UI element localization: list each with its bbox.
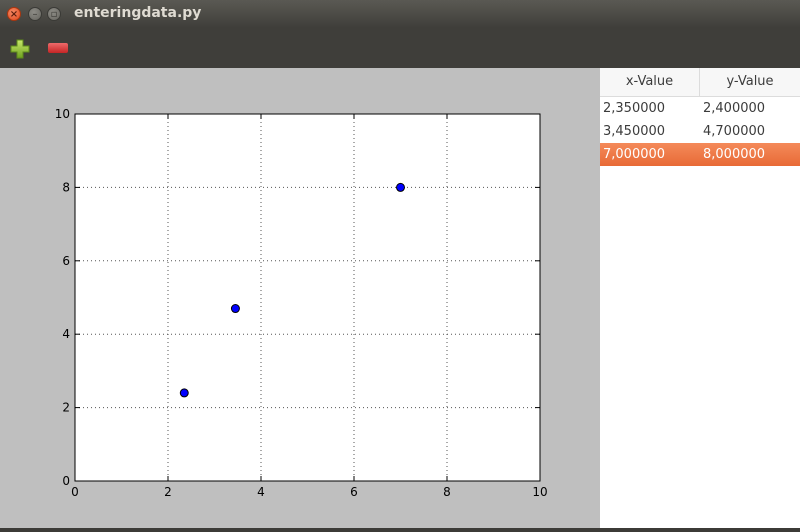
column-header-x[interactable]: x-Value xyxy=(600,68,700,96)
plus-icon xyxy=(10,39,30,59)
x-tick-label: 6 xyxy=(350,485,358,499)
data-point xyxy=(396,182,405,192)
x-tick-label: 4 xyxy=(257,485,265,499)
table-row[interactable]: 2,350000 2,400000 xyxy=(600,97,800,120)
remove-point-button[interactable] xyxy=(48,43,68,53)
y-tick-label: 6 xyxy=(62,254,70,268)
data-point xyxy=(230,304,240,314)
maximize-window-button[interactable]: ▫ xyxy=(47,7,61,21)
y-tick-label: 0 xyxy=(62,474,70,488)
y-tick-label: 2 xyxy=(62,401,70,415)
table-header: x-Value y-Value xyxy=(600,68,800,97)
x-tick-label: 0 xyxy=(71,485,79,499)
cell-x-value[interactable]: 2,350000 xyxy=(603,101,666,116)
table-row-selected[interactable]: 7,000000 8,000000 xyxy=(600,143,800,166)
y-tick-label: 4 xyxy=(62,327,70,341)
data-point xyxy=(179,388,189,398)
x-tick-label: 8 xyxy=(443,485,451,499)
x-tick-label: 10 xyxy=(532,485,547,499)
cell-x-value[interactable]: 3,450000 xyxy=(603,124,666,139)
y-tick-label: 10 xyxy=(55,107,70,121)
plot-frame xyxy=(74,113,541,482)
x-tick-label: 2 xyxy=(164,485,172,499)
add-point-button[interactable] xyxy=(10,39,30,59)
cell-y-value[interactable]: 8,000000 xyxy=(703,147,766,162)
column-header-y[interactable]: y-Value xyxy=(726,74,774,89)
cell-x-value[interactable]: 7,000000 xyxy=(603,147,666,162)
cell-y-value[interactable]: 4,700000 xyxy=(703,124,766,139)
close-window-button[interactable]: × xyxy=(7,7,21,21)
table-row[interactable]: 3,450000 4,700000 xyxy=(600,120,800,143)
minimize-window-button[interactable]: – xyxy=(28,7,42,21)
data-table: x-Value y-Value 2,350000 2,400000 3,4500… xyxy=(600,68,800,528)
cell-y-value[interactable]: 2,400000 xyxy=(703,101,766,116)
toolbar xyxy=(0,28,800,68)
y-tick-label: 8 xyxy=(62,180,70,194)
plot-area xyxy=(75,114,540,481)
scatter-chart: 0 2 4 6 8 10 0 2 4 6 8 10 xyxy=(55,107,548,499)
title-bar: × – ▫ enteringdata.py xyxy=(0,0,800,28)
window-title: enteringdata.py xyxy=(74,5,202,21)
plot-panel: 0 2 4 6 8 10 0 2 4 6 8 10 xyxy=(0,68,600,528)
